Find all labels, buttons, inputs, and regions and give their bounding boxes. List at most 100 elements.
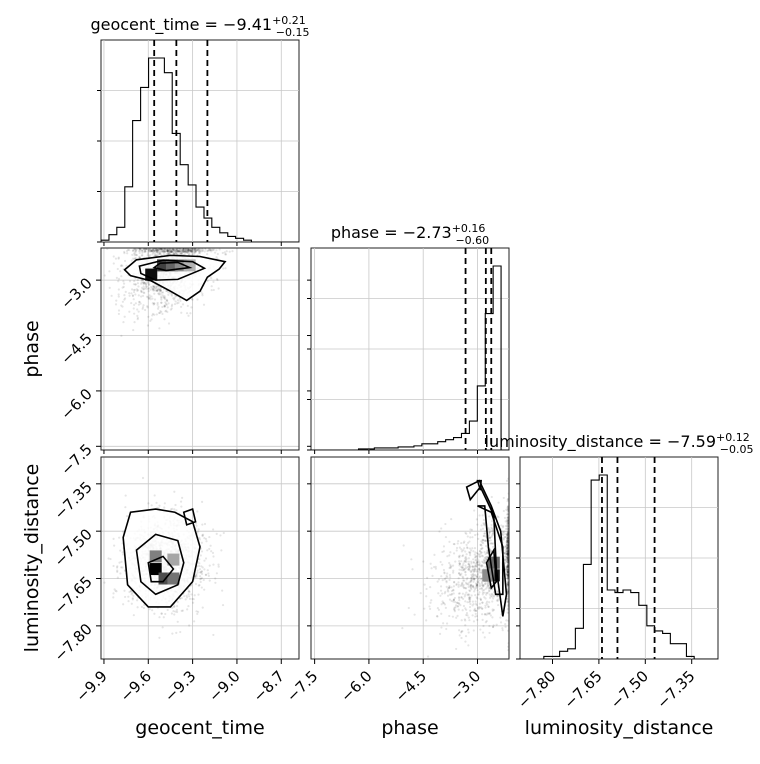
- scatter-point: [483, 550, 486, 554]
- scatter-point: [506, 550, 509, 553]
- scatter-point: [165, 302, 168, 306]
- scatter-point: [506, 530, 509, 534]
- scatter-point: [151, 248, 154, 252]
- scatter-point: [145, 285, 148, 288]
- scatter-point: [117, 257, 120, 260]
- scatter-point: [473, 556, 477, 559]
- scatter-point: [506, 520, 509, 523]
- scatter-point: [466, 582, 469, 585]
- scatter-point: [506, 558, 509, 561]
- scatter-point: [478, 550, 482, 553]
- scatter-point: [203, 588, 206, 591]
- scatter-point: [199, 571, 202, 574]
- scatter-point: [468, 554, 472, 557]
- scatter-point: [192, 248, 195, 251]
- scatter-point: [478, 568, 481, 571]
- scatter-point: [485, 551, 489, 554]
- scatter-point: [506, 535, 509, 538]
- scatter-point: [470, 575, 474, 578]
- scatter-point: [459, 604, 462, 607]
- scatter-point: [134, 257, 137, 260]
- scatter-point: [117, 312, 121, 316]
- scatter-point: [190, 593, 193, 596]
- scatter-point: [200, 250, 203, 253]
- scatter-point: [143, 249, 147, 252]
- scatter-point: [181, 609, 184, 612]
- scatter-point: [506, 537, 509, 540]
- contour-2: [147, 555, 175, 583]
- scatter-point: [476, 572, 480, 576]
- scatter-point: [182, 248, 185, 251]
- scatter-point: [166, 310, 169, 314]
- scatter-point: [146, 252, 150, 255]
- scatter-point: [506, 549, 509, 552]
- scatter-point: [177, 250, 180, 253]
- scatter-point: [160, 248, 163, 251]
- scatter-point: [162, 250, 165, 253]
- scatter-point: [506, 544, 509, 548]
- scatter-point: [145, 282, 148, 285]
- scatter-point: [496, 590, 499, 593]
- scatter-point: [506, 565, 509, 568]
- scatter-point: [481, 607, 484, 610]
- scatter-point: [149, 250, 152, 253]
- scatter-point: [475, 584, 478, 588]
- scatter-point: [174, 300, 177, 303]
- scatter-point: [197, 593, 200, 596]
- scatter-point: [466, 546, 469, 550]
- scatter-point: [162, 249, 165, 252]
- scatter-point: [491, 530, 495, 533]
- scatter-point: [170, 305, 173, 308]
- scatter-point: [193, 248, 196, 251]
- scatter-point: [425, 619, 428, 622]
- scatter-point: [133, 250, 137, 253]
- scatter-point: [497, 501, 500, 504]
- scatter-point: [128, 294, 131, 297]
- scatter-point: [163, 250, 167, 253]
- scatter-point: [152, 250, 155, 253]
- scatter-point: [485, 620, 488, 623]
- scatter-point: [467, 562, 470, 566]
- scatter-point: [453, 596, 457, 600]
- scatter-point: [460, 541, 463, 545]
- scatter-point: [201, 606, 204, 609]
- scatter-point: [166, 249, 169, 252]
- scatter-point: [490, 592, 493, 595]
- scatter-point: [413, 613, 416, 616]
- scatter-point: [116, 267, 119, 271]
- scatter-point: [170, 250, 173, 254]
- scatter-point: [166, 252, 170, 256]
- scatter-point: [168, 248, 172, 251]
- scatter-point: [471, 547, 474, 550]
- scatter-point: [173, 508, 176, 511]
- scatter-point: [492, 533, 495, 536]
- scatter-point: [469, 580, 472, 584]
- scatter-point: [475, 560, 479, 563]
- scatter-point: [506, 533, 509, 536]
- scatter-point: [161, 294, 164, 297]
- scatter-point: [178, 297, 182, 300]
- scatter-point: [488, 601, 491, 604]
- scatter-point: [471, 614, 474, 617]
- scatter-point: [186, 251, 189, 254]
- scatter-point: [458, 573, 462, 576]
- scatter-point: [502, 533, 505, 537]
- scatter-point: [148, 294, 151, 297]
- scatter-point: [479, 598, 483, 602]
- scatter-point: [442, 602, 445, 605]
- scatter-point: [473, 509, 476, 512]
- scatter-point: [180, 252, 183, 255]
- scatter-point: [445, 627, 448, 631]
- scatter-point: [182, 248, 186, 251]
- tick-label-y: −6.0: [57, 385, 95, 423]
- scatter-point: [476, 580, 479, 583]
- scatter-point: [506, 574, 509, 577]
- scatter-point: [504, 552, 507, 555]
- scatter-point: [176, 250, 179, 253]
- scatter-point: [126, 252, 129, 255]
- scatter-point: [465, 558, 468, 561]
- scatter-point: [437, 592, 440, 595]
- scatter-point: [180, 609, 183, 612]
- scatter-point: [486, 549, 489, 552]
- scatter-point: [487, 605, 490, 608]
